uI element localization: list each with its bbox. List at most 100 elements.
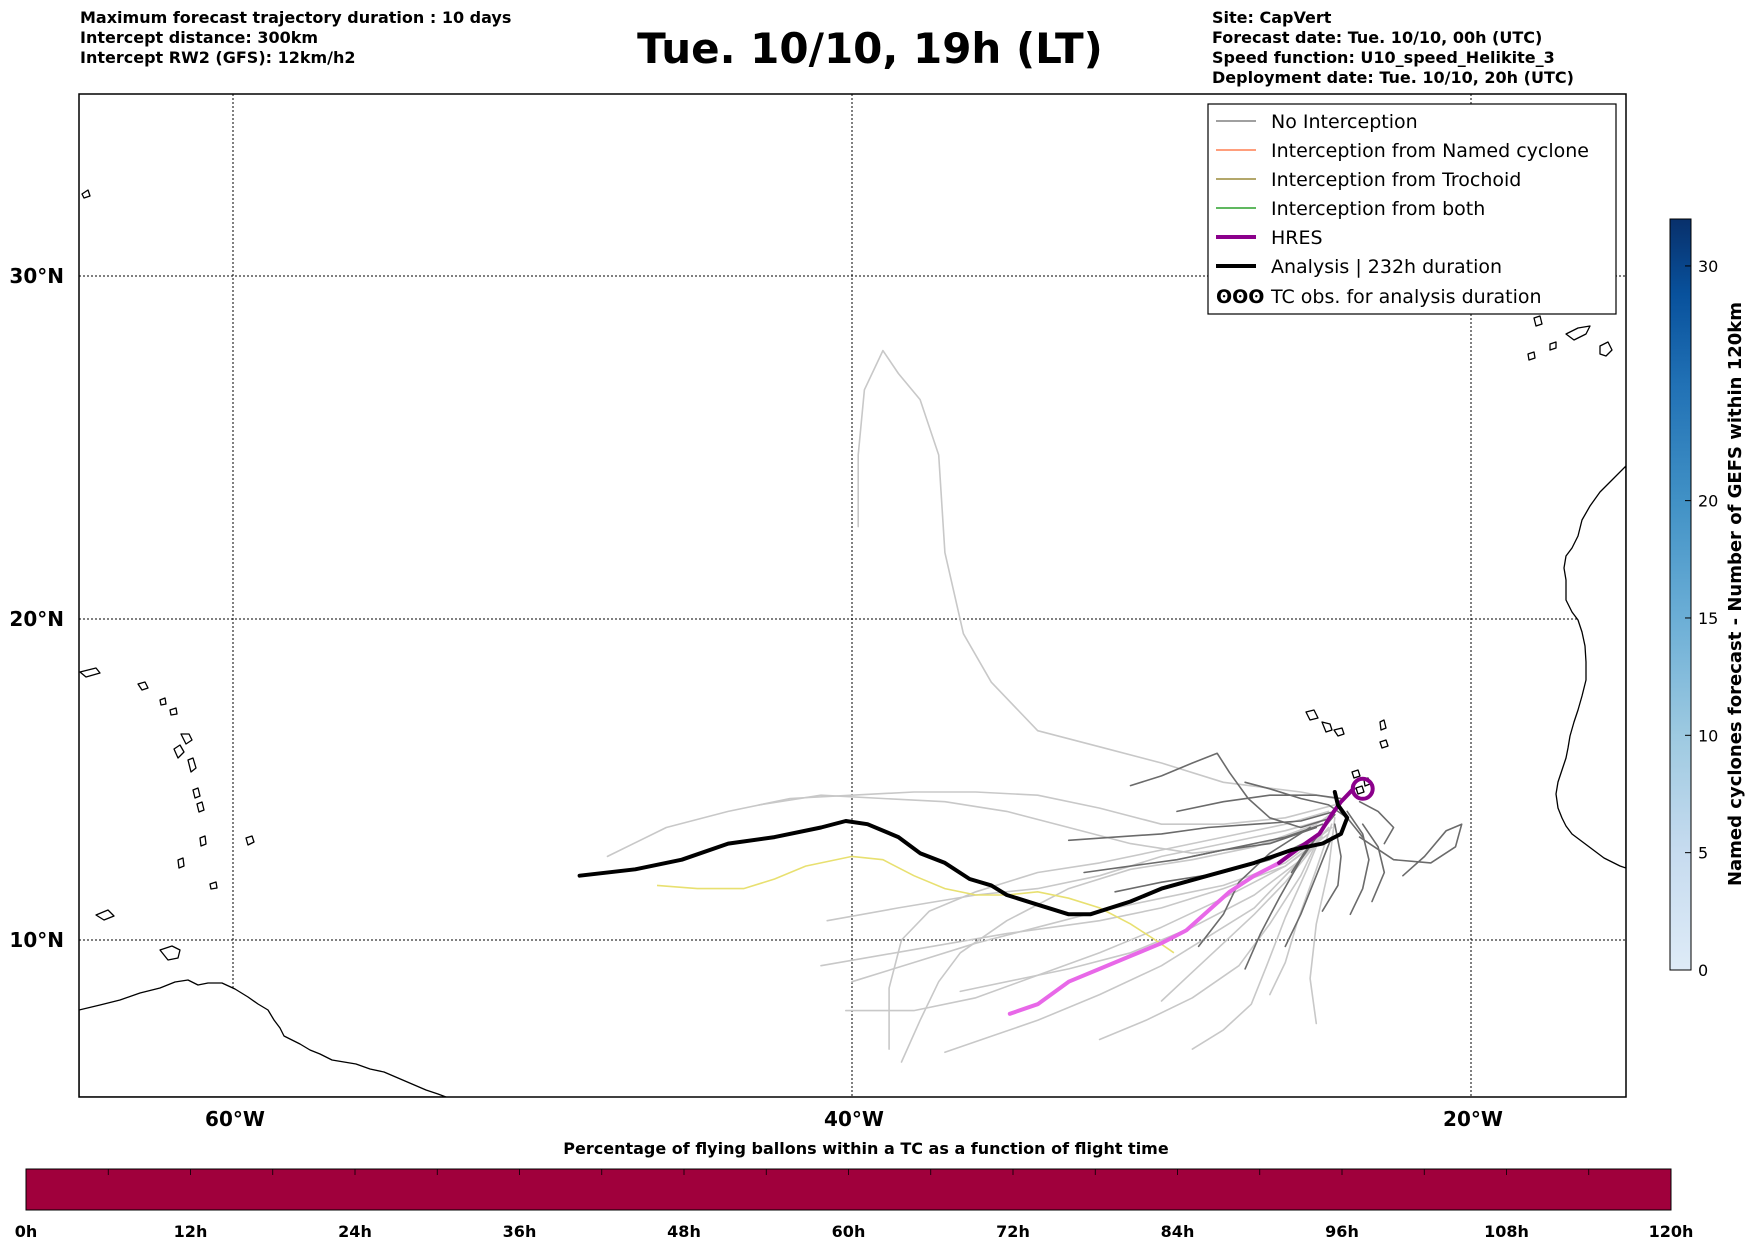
coast-south-america: [79, 979, 447, 1097]
header-forecast-date: Forecast date: Tue. 10/10, 00h (UTC): [1212, 28, 1543, 47]
header-deployment-date: Deployment date: Tue. 10/10, 20h (UTC): [1212, 68, 1574, 87]
colorbar-bottom-tick-label: 72h: [996, 1222, 1030, 1241]
trajectory-no-interception-light: [1191, 823, 1327, 1050]
trajectory-analysis: [577, 790, 1350, 917]
trajectory-no-interception-dark: [1346, 810, 1370, 916]
legend-box: [1207, 103, 1617, 315]
coast-antilles-3: [187, 757, 197, 773]
coast-tobago: [209, 881, 218, 890]
colorbar-bottom-tick-label: 12h: [174, 1222, 208, 1241]
legend-item-trochoid: Interception from Trochoid: [1216, 169, 1521, 191]
header-info-left: Maximum forecast trajectory duration : 1…: [80, 8, 511, 68]
trajectory-no-interception-light: [944, 826, 1330, 1054]
colorbar-bottom-tick-label: 108h: [1484, 1222, 1529, 1241]
coast-canary-1: [1533, 315, 1543, 327]
lon-label-20w: 20°W: [1443, 1107, 1503, 1131]
colorbar-bottom: Percentage of flying ballons within a TC…: [15, 1139, 1694, 1241]
trajectory-trochoid: [656, 855, 1175, 954]
hres-loop-marker: [1350, 776, 1375, 801]
header-intercept-distance: Intercept distance: 300km: [80, 28, 319, 47]
trajectory-no-interception-light: [1160, 842, 1318, 1002]
trajectory-no-interception-dark: [1197, 826, 1311, 948]
coast-antilles-1: [173, 744, 185, 759]
coast-virgin-islands: [137, 681, 149, 691]
lat-label-10n: 10°N: [9, 928, 64, 952]
legend-item-hres: HRES: [1216, 227, 1323, 249]
lon-labels: 60°W 40°W 20°W: [205, 1107, 1503, 1131]
coast-west-africa: [1555, 465, 1626, 869]
coast-cape-verde-5: [1379, 739, 1389, 749]
legend-label-trochoid: Interception from Trochoid: [1271, 169, 1521, 191]
colorbar-right-label: Named cyclones forecast - Number of GEFS…: [1725, 302, 1746, 886]
coast-canary-5: [1527, 351, 1536, 361]
colorbar-bottom-ticks: 0h 12h 24h 36h 48h 60h 72h 84h 96h 108h 120h: [15, 1169, 1693, 1241]
trajectory-no-interception-dark: [1361, 823, 1386, 903]
coast-canary-2: [1565, 325, 1591, 341]
trajectory-no-interception-light: [1098, 829, 1324, 1041]
colorbar-bottom-tick-label: 48h: [667, 1222, 701, 1241]
coast-cape-verde-7: [1355, 785, 1365, 795]
coast-antilles-6: [199, 835, 207, 847]
coast-small-antilles-b: [169, 707, 178, 716]
trajectory-no-interception-light: [888, 810, 1330, 1050]
map-panel: 30°N 20°N 10°N 60°W 40°W 20°W No Interce…: [9, 93, 1627, 1131]
gridlines: [79, 94, 1626, 1097]
legend-label-hres: HRES: [1271, 227, 1323, 249]
coastlines: [79, 189, 1626, 1097]
coast-cape-verde-3: [1333, 727, 1345, 737]
legend-item-no-interception: No Interception: [1216, 111, 1418, 133]
trajectory-no-interception-dark: [1358, 800, 1395, 845]
coast-cape-verde-6: [1351, 769, 1361, 779]
trajectory-no-interception-light: [820, 836, 1324, 967]
coast-cape-verde-1: [1305, 709, 1319, 721]
trajectory-no-interception-dark: [1244, 781, 1364, 838]
coast-antilles-2: [180, 733, 193, 745]
lat-label-20n: 20°N: [9, 607, 64, 631]
coast-canary-3: [1599, 341, 1613, 357]
trajectory-no-interception-dark: [1176, 794, 1342, 813]
header-duration: Maximum forecast trajectory duration : 1…: [80, 8, 512, 27]
colorbar-right-bar: [1669, 218, 1692, 971]
legend-label-named-cyclone: Interception from Named cyclone: [1271, 140, 1589, 162]
legend-label-analysis: Analysis | 232h duration: [1271, 256, 1502, 278]
colorbar-bottom-tick-label: 84h: [1161, 1222, 1195, 1241]
colorbar-bottom-bar: [25, 1168, 1672, 1211]
coast-cape-verde-4: [1379, 719, 1387, 731]
coast-antilles-4: [192, 787, 201, 799]
trajectory-no-interception-dark: [1129, 752, 1333, 829]
trajectory-no-interception-light: [1309, 816, 1336, 1025]
coast-antilles-5: [196, 801, 205, 813]
trajectory-no-interception-light: [844, 833, 1330, 1012]
legend-label-no-interception: No Interception: [1271, 111, 1418, 133]
trajectory-no-interception-dark: [1284, 836, 1333, 948]
header-info-right: Site: CapVert Forecast date: Tue. 10/10,…: [1212, 8, 1574, 88]
tc-symbols-icon: ʘʘʘ: [1216, 286, 1264, 308]
legend-item-both: Interception from both: [1216, 198, 1485, 220]
map-content: [79, 94, 1626, 1097]
lat-labels: 30°N 20°N 10°N: [9, 264, 64, 952]
trajectory-no-interception-light: [826, 816, 1333, 922]
coast-small-antilles-a: [159, 697, 167, 706]
trajectory-no-interception-dark: [1321, 823, 1342, 912]
colorbar-bottom-tick-label: 96h: [1325, 1222, 1359, 1241]
map-frame: [78, 93, 1627, 1098]
trajectories-light: [606, 349, 1336, 1063]
colorbar-right-tick-label: 20: [1698, 492, 1718, 511]
trajectory-no-interception-dark: [1067, 810, 1336, 842]
trajectory-no-interception-dark: [1191, 823, 1324, 858]
trajectory-no-interception-light: [606, 791, 1336, 858]
trajectory-no-interception-dark: [1358, 823, 1463, 877]
coast-puerto-rico-e: [79, 667, 101, 678]
colorbar-right-tick-label: 15: [1698, 609, 1718, 628]
coast-trinidad: [159, 945, 181, 961]
colorbar-bottom-tick-label: 36h: [503, 1222, 537, 1241]
lon-label-40w: 40°W: [824, 1107, 884, 1131]
legend-item-named-cyclone: Interception from Named cyclone: [1216, 140, 1589, 162]
colorbar-bottom-title: Percentage of flying ballons within a TC…: [563, 1139, 1169, 1158]
coast-madeira: [81, 189, 91, 199]
legend-label-both: Interception from both: [1271, 198, 1485, 220]
trajectory-no-interception-light: [959, 858, 1302, 993]
header-site: Site: CapVert: [1212, 8, 1332, 27]
colorbar-right-tick-label: 30: [1698, 257, 1718, 276]
